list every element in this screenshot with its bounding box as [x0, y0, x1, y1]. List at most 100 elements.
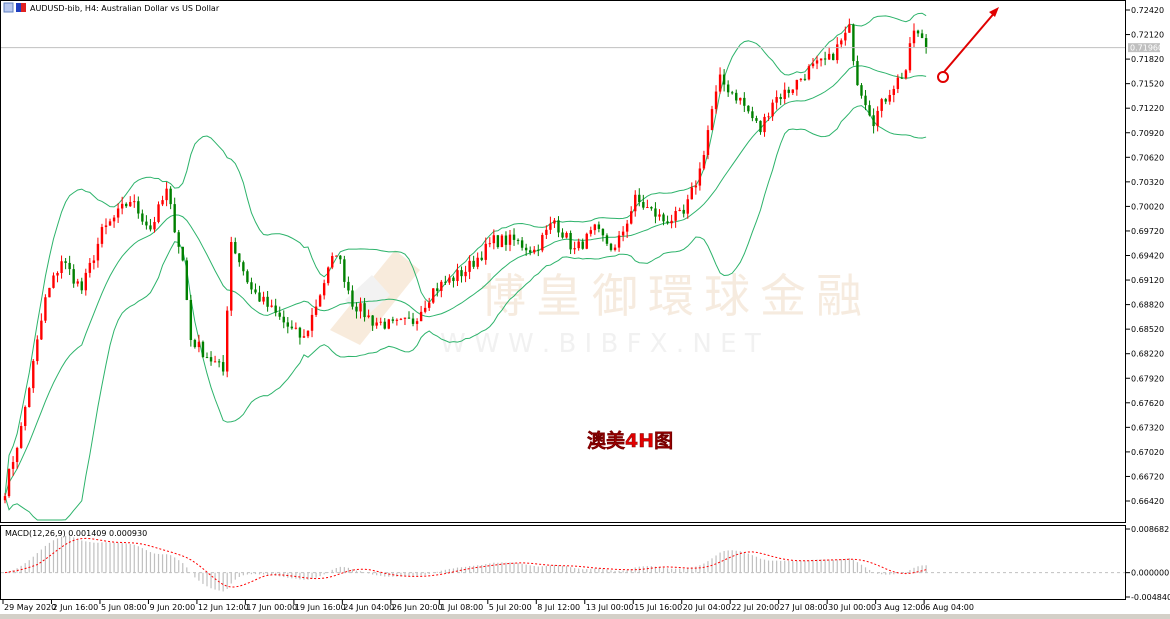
candle — [815, 55, 819, 70]
candle-body — [630, 211, 633, 224]
candle — [246, 269, 249, 284]
candle — [68, 255, 71, 276]
candle-body — [791, 89, 794, 93]
candle-body — [541, 234, 544, 251]
candle — [698, 162, 702, 191]
candle-body — [516, 239, 520, 241]
candle-body — [383, 321, 386, 329]
candle — [533, 246, 536, 255]
candle — [56, 271, 59, 283]
candle — [642, 194, 645, 210]
candle — [504, 231, 508, 251]
candle — [213, 355, 217, 363]
candle-body — [266, 296, 269, 307]
candle — [11, 456, 15, 477]
candle-body — [625, 223, 629, 232]
candle — [840, 38, 843, 49]
candle-body — [819, 58, 823, 61]
candle — [630, 206, 633, 225]
candle-body — [76, 281, 79, 284]
candle — [710, 105, 714, 131]
candle-body — [674, 211, 677, 221]
bottom-scrollbar[interactable] — [0, 614, 1170, 619]
price-tick-label: 0.70920 — [1131, 129, 1164, 138]
candle — [391, 316, 395, 324]
candle — [452, 275, 455, 288]
candle-body — [331, 256, 334, 268]
candle — [298, 326, 302, 345]
candle-body — [856, 61, 859, 86]
candle-body — [529, 250, 532, 253]
price-tick-label: 0.71520 — [1131, 80, 1164, 89]
price-axis[interactable]: 0.72420 0.72120 0.71820 0.71520 0.71220 0.709… — [1126, 6, 1164, 506]
candle — [367, 309, 370, 319]
candle-body — [104, 225, 108, 228]
candle-body — [15, 447, 19, 463]
candle-body — [116, 208, 120, 218]
candle — [823, 51, 827, 66]
candle — [322, 279, 326, 300]
annotation-arrow[interactable] — [937, 7, 999, 83]
candle-body — [496, 235, 500, 248]
candle — [617, 230, 621, 252]
candle-body — [472, 260, 475, 267]
price-tick-label: 0.68820 — [1131, 301, 1164, 310]
candle-body — [371, 315, 374, 326]
annotation-label: 澳美4H图 — [587, 429, 673, 452]
candle-body — [779, 97, 782, 99]
candle-body — [884, 99, 887, 102]
candle-body — [456, 270, 459, 282]
candle-body — [327, 267, 330, 284]
candle-body — [274, 305, 277, 313]
candle-body — [258, 292, 261, 302]
candle — [28, 386, 31, 408]
candle — [500, 234, 504, 248]
candle — [492, 229, 496, 250]
candle-body — [290, 326, 294, 329]
candle-body — [173, 204, 176, 233]
macd-tick-label: 0.000000 — [1131, 569, 1169, 578]
candle — [52, 272, 55, 289]
candle-body — [120, 203, 124, 209]
candle — [205, 352, 209, 359]
candle-body — [698, 168, 702, 186]
candle — [141, 209, 144, 225]
candle — [153, 216, 156, 233]
candle — [169, 186, 172, 210]
candle — [832, 52, 835, 61]
candle-body — [735, 92, 738, 101]
candle-body — [650, 207, 653, 209]
price-tick-label: 0.71820 — [1131, 55, 1164, 64]
candle — [763, 113, 766, 137]
candle-body — [278, 312, 281, 317]
candle-body — [702, 154, 706, 169]
candle — [581, 238, 584, 250]
candle-body — [573, 248, 576, 250]
candle-body — [96, 243, 100, 261]
candle-body — [815, 60, 819, 64]
candle — [217, 358, 221, 368]
candle-body — [432, 288, 435, 303]
candle — [488, 237, 491, 248]
candle-body — [213, 361, 217, 363]
candle — [670, 214, 673, 229]
candle — [32, 359, 35, 393]
candle — [444, 275, 447, 285]
candle-body — [597, 224, 601, 229]
candle-body — [678, 209, 681, 212]
candle-body — [246, 271, 249, 283]
candle-body — [868, 105, 871, 116]
candle-body — [601, 228, 605, 236]
candle — [638, 188, 641, 207]
bollinger-upper — [4, 12, 927, 497]
candle — [601, 228, 605, 242]
candle — [799, 78, 803, 82]
candle-body — [3, 496, 7, 501]
candle — [755, 115, 758, 124]
candle — [331, 252, 334, 270]
candle — [803, 73, 807, 82]
candle — [767, 112, 770, 121]
symbol-flag-icon — [16, 3, 21, 12]
